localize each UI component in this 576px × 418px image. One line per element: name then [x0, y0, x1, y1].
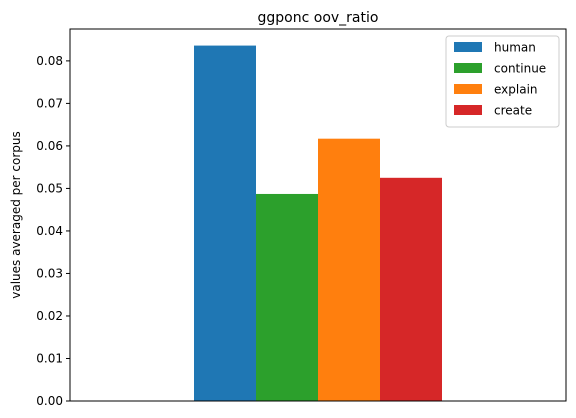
legend-label-create: create: [494, 104, 532, 118]
y-tick-label: 0.06: [36, 139, 63, 153]
legend-label-human: human: [494, 41, 536, 55]
legend-swatch-create: [454, 105, 482, 115]
y-tick-label: 0.08: [36, 54, 63, 68]
y-axis-label: values averaged per corpus: [9, 131, 23, 299]
legend-box: [445, 35, 560, 128]
y-tick-label: 0.07: [36, 96, 63, 110]
legend: human continue explain create: [445, 35, 560, 128]
bar-continue: [256, 193, 318, 401]
legend-swatch-human: [454, 42, 482, 52]
legend-label-continue: continue: [494, 62, 546, 76]
y-tick-label: 0.05: [36, 181, 63, 195]
legend-swatch-explain: [454, 84, 482, 94]
y-tick-label: 0.02: [36, 309, 63, 323]
y-axis: 0.00 0.01 0.02 0.03 0.04 0.05 0.06 0.07 0.08: [36, 54, 70, 408]
y-tick-label: 0.01: [36, 351, 63, 365]
bar-human: [194, 45, 256, 402]
bars-group: [194, 45, 442, 402]
bar-create: [380, 177, 442, 401]
y-tick-label: 0.03: [36, 266, 63, 280]
y-tick-label: 0.04: [36, 224, 63, 238]
plot-frame: [69, 28, 567, 402]
chart-title: ggponc oov_ratio: [258, 10, 379, 26]
legend-swatch-continue: [454, 63, 482, 73]
y-tick-label: 0.00: [36, 394, 63, 408]
bar-explain: [318, 138, 380, 401]
legend-label-explain: explain: [494, 83, 538, 97]
